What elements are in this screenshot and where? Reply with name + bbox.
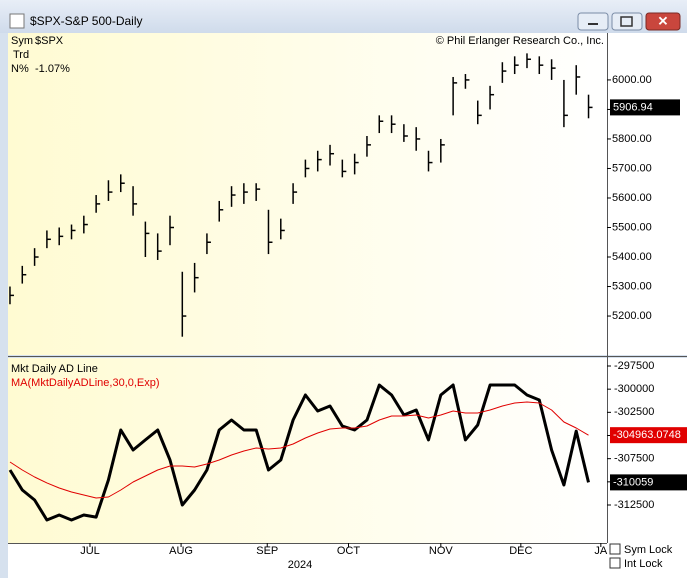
y-tick-label: 5400.00 xyxy=(612,251,652,263)
y-tick-label: 6000.00 xyxy=(612,74,652,86)
y-tick-label: -300000 xyxy=(614,383,654,395)
info-label: Sym xyxy=(11,35,33,47)
price-panel xyxy=(8,33,607,355)
maximize-icon xyxy=(620,16,633,27)
y-tick-label: -297500 xyxy=(614,360,654,372)
last-value-box xyxy=(610,474,687,491)
info-label: Trd xyxy=(13,49,29,61)
last-price-box xyxy=(610,99,680,116)
maximize-button[interactable] xyxy=(611,12,643,31)
sym-lock-checkbox[interactable] xyxy=(609,543,621,555)
ad-panel xyxy=(8,358,607,543)
app-icon xyxy=(9,13,25,29)
plots: 5200.00 5300.00 5400.00 5500.00 5600.00 5700.… xyxy=(8,53,687,571)
last-price-label: 5906.94 xyxy=(613,101,653,113)
last-value-label: -304963.0748 xyxy=(613,429,681,441)
window-title: $SPX-S&P 500-Daily xyxy=(30,14,143,28)
x-tick-label: JA xyxy=(594,545,608,557)
y-tick-label: 5500.00 xyxy=(612,221,652,233)
x-tick-label: SEP xyxy=(256,545,278,557)
copyright: © Phil Erlanger Research Co., Inc. xyxy=(436,35,604,47)
minimize-button[interactable] xyxy=(577,12,609,31)
info-label: N% xyxy=(11,63,29,75)
ad-axis xyxy=(607,358,687,543)
series-line xyxy=(8,383,590,522)
x-tick-label: JUL xyxy=(80,545,100,557)
price-axis xyxy=(607,33,687,355)
y-tick-label: 5300.00 xyxy=(612,280,652,292)
legend-entry: Mkt Daily AD Line xyxy=(11,363,98,375)
x-axis-area xyxy=(8,543,687,578)
close-button[interactable] xyxy=(645,12,681,31)
series-line xyxy=(9,401,589,499)
title-bar xyxy=(0,0,687,33)
info-value: $SPX xyxy=(35,35,64,47)
y-tick-label: 5200.00 xyxy=(612,310,652,322)
y-tick-label: 5600.00 xyxy=(612,192,652,204)
int-lock-checkbox[interactable] xyxy=(609,557,621,569)
y-tick-label: -302500 xyxy=(614,406,654,418)
x-tick-label: DEC xyxy=(509,545,532,557)
sym-lock-label: Sym Lock xyxy=(624,544,673,556)
int-lock-label: Int Lock xyxy=(624,558,663,570)
x-tick-label: NOV xyxy=(429,545,454,557)
y-tick-label: 5800.00 xyxy=(612,133,652,145)
y-tick-label: -307500 xyxy=(614,453,654,465)
y-tick-label: 5700.00 xyxy=(612,162,652,174)
close-icon: ✕ xyxy=(658,13,669,28)
info-value: -1.07% xyxy=(35,63,70,75)
legend-entry: MA(MktDailyADLine,30,0,Exp) xyxy=(11,377,160,389)
last-value-label: -310059 xyxy=(613,476,653,488)
x-tick-label: AUG xyxy=(169,545,193,557)
x-tick-label: OCT xyxy=(337,545,361,557)
last-value-box xyxy=(610,427,687,444)
y-tick-label: -312500 xyxy=(614,499,654,511)
year-label: 2024 xyxy=(288,559,312,571)
